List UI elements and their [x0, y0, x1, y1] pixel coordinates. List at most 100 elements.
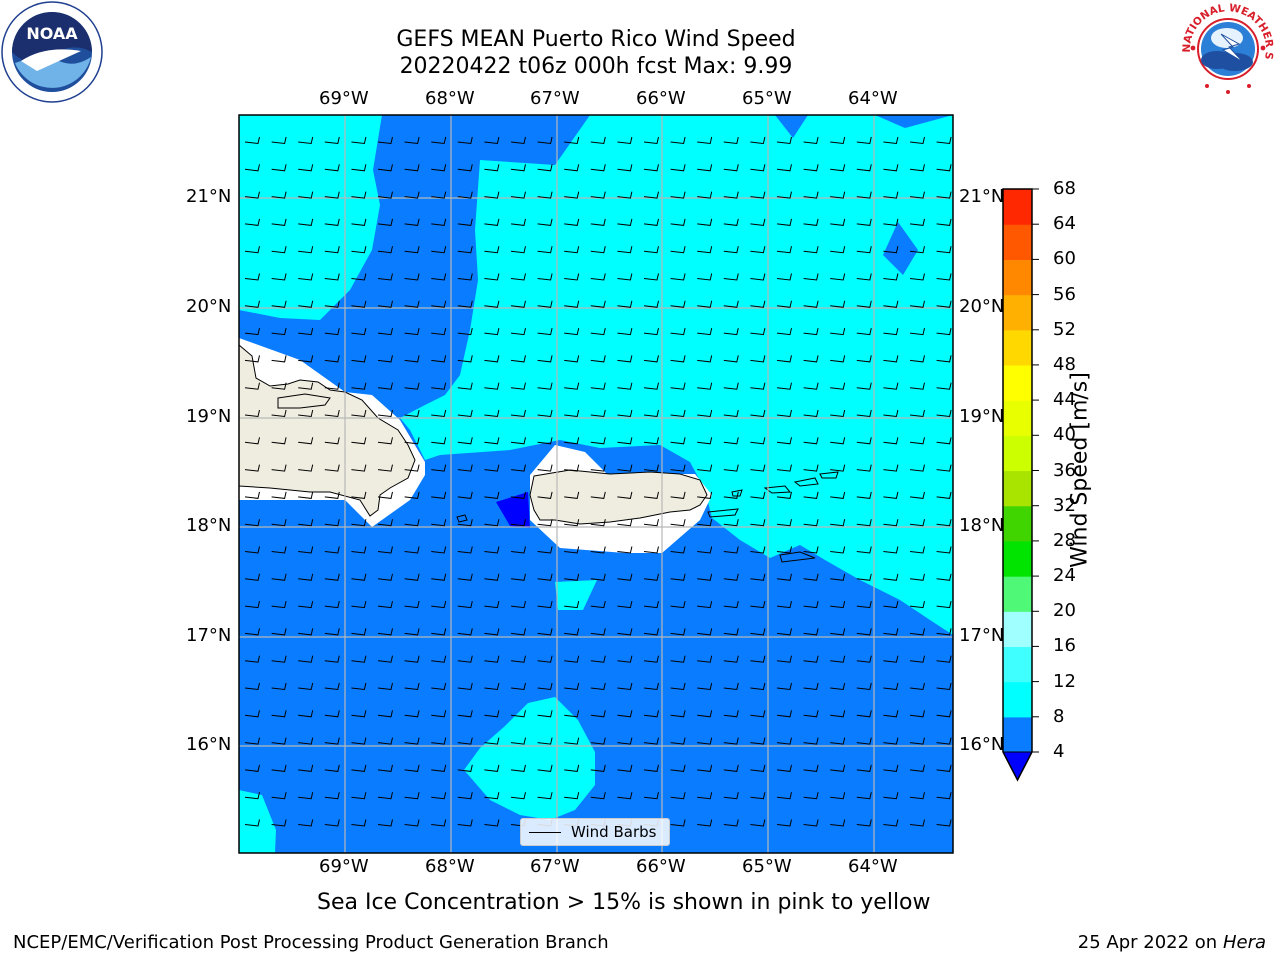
wind-barb	[298, 792, 314, 800]
wind-barb	[244, 327, 260, 336]
lon-label-top: 69°W	[319, 88, 369, 109]
wind-barb	[803, 136, 819, 145]
wind-barb	[617, 491, 633, 499]
wind-barb	[510, 710, 526, 718]
colorbar-segment	[1003, 400, 1032, 436]
wind-barb	[244, 682, 260, 691]
wind-barb	[803, 655, 819, 663]
wind-barb	[883, 164, 899, 172]
wind-barb	[750, 136, 766, 145]
wind-barb	[617, 792, 633, 800]
wind-barb	[590, 764, 606, 772]
wind-barb	[670, 491, 686, 499]
wind-barb	[510, 327, 526, 336]
wind-barb	[564, 600, 580, 609]
wind-barb	[830, 409, 846, 418]
wind-barb	[643, 164, 659, 172]
wind-barb	[457, 273, 473, 281]
wind-barb	[271, 164, 287, 172]
wind-barb	[510, 628, 526, 636]
wind-barb	[484, 519, 500, 527]
lon-label-top: 65°W	[742, 88, 792, 109]
lon-label-bottom: 68°W	[425, 856, 475, 877]
wind-barb	[776, 682, 792, 691]
wind-barb	[510, 573, 526, 581]
wind-barb	[484, 573, 500, 581]
wind-barb	[617, 764, 633, 772]
colorbar-segment	[1003, 681, 1032, 718]
wind-barb	[457, 164, 473, 172]
wind-barb	[909, 136, 925, 145]
wind-barb	[670, 710, 686, 718]
wind-barb	[377, 764, 393, 772]
lat-label-left: 16°N	[186, 734, 232, 755]
wind-barb	[697, 737, 713, 745]
colorbar-tick-label: 36	[1053, 459, 1076, 481]
wind-barb	[750, 164, 766, 172]
wind-barb	[750, 628, 766, 636]
wind-barb	[510, 355, 526, 363]
wind-barb	[404, 546, 420, 554]
wind-barb	[457, 573, 473, 581]
wind-barb	[510, 382, 526, 390]
wind-barb	[643, 409, 659, 418]
wind-barb	[244, 628, 260, 636]
wind-barb	[670, 191, 686, 199]
wind-barb	[909, 491, 925, 499]
wind-barb	[404, 737, 420, 745]
wind-barb	[856, 573, 872, 581]
wind-barb	[590, 382, 606, 390]
wind-barb	[457, 655, 473, 663]
wind-barb	[750, 327, 766, 336]
wind-barb	[404, 164, 420, 172]
wind-barb	[564, 218, 580, 226]
wind-barb	[856, 164, 872, 172]
wind-barb	[564, 300, 580, 308]
wind-barb	[643, 246, 659, 254]
colorbar-tick-label: 28	[1053, 529, 1076, 551]
wind-barb	[750, 710, 766, 718]
wind-barb	[617, 327, 633, 336]
wind-barb	[697, 764, 713, 772]
wind-barb	[936, 682, 952, 691]
wind-barb	[271, 409, 287, 418]
wind-barb	[244, 655, 260, 663]
wind-barb	[244, 819, 260, 827]
wind-barb	[377, 546, 393, 554]
wind-barb	[936, 819, 952, 827]
sea-ice-note: Sea Ice Concentration > 15% is shown in …	[317, 890, 931, 915]
land-vieques	[707, 508, 739, 518]
wind-barb	[351, 710, 367, 718]
wind-barb	[564, 327, 580, 336]
wind-barb	[377, 573, 393, 581]
wind-barb	[856, 355, 872, 363]
wind-barb	[643, 300, 659, 308]
wind-barb	[404, 300, 420, 308]
wind-barb	[883, 136, 899, 145]
wind-barb	[750, 409, 766, 418]
wind-barb	[617, 682, 633, 691]
wind-barb	[404, 382, 420, 390]
wind-barb	[377, 737, 393, 745]
wind-barb	[244, 573, 260, 581]
wind-barb	[298, 519, 314, 527]
wind-barb	[723, 764, 739, 772]
colorbar-tick-label: 4	[1053, 741, 1065, 762]
wind-barb	[590, 246, 606, 254]
wind-barb	[803, 628, 819, 636]
wind-barb	[909, 273, 925, 281]
wind-barb	[776, 573, 792, 581]
colorbar-segment	[1003, 364, 1032, 401]
wind-barb	[670, 792, 686, 800]
wind-barb	[617, 136, 633, 145]
wind-barb	[750, 655, 766, 663]
nws-logo: NATIONAL WEATHER SERVICE	[1173, 0, 1279, 102]
wind-barb	[484, 546, 500, 554]
wind-barb	[723, 136, 739, 145]
wind-barb	[750, 764, 766, 772]
wind-barb	[750, 682, 766, 691]
colorbar-tick-label: 40	[1053, 424, 1076, 446]
wind-barb	[564, 710, 580, 718]
wind-barb	[271, 273, 287, 281]
